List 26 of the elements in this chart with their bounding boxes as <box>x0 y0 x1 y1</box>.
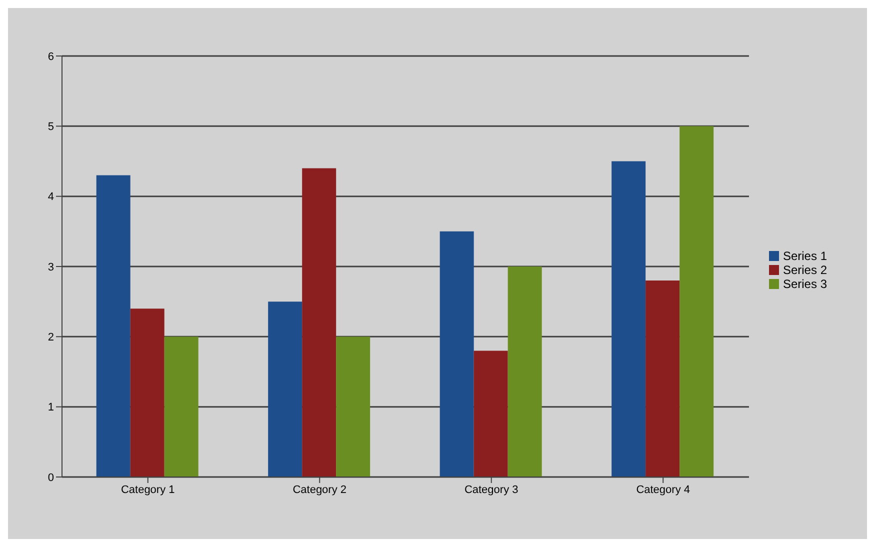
y-tick-label: 4 <box>48 191 54 204</box>
bar <box>474 350 508 477</box>
bar <box>96 175 130 477</box>
bar <box>336 336 370 477</box>
y-tick-label: 6 <box>48 50 54 63</box>
y-tick-label: 0 <box>48 472 54 484</box>
bar <box>680 126 714 477</box>
x-tick-label: Category 1 <box>120 484 175 496</box>
bar <box>612 161 646 477</box>
y-tick-label: 2 <box>48 332 54 344</box>
bar <box>130 308 164 477</box>
x-tick-label: Category 3 <box>464 484 518 496</box>
y-tick-label: 1 <box>48 402 54 414</box>
legend-label: Series 3 <box>782 276 827 290</box>
legend-label: Series 2 <box>782 262 827 276</box>
x-tick-label: Category 4 <box>636 484 690 496</box>
legend-label: Series 1 <box>782 248 827 262</box>
bar <box>508 266 542 477</box>
y-tick-label: 3 <box>48 261 54 274</box>
bar <box>440 231 474 477</box>
x-tick-label: Category 2 <box>292 484 347 496</box>
bar <box>268 302 302 477</box>
bar <box>164 336 198 477</box>
bar <box>646 280 680 477</box>
y-tick-label: 5 <box>48 121 54 134</box>
bar <box>302 168 336 477</box>
